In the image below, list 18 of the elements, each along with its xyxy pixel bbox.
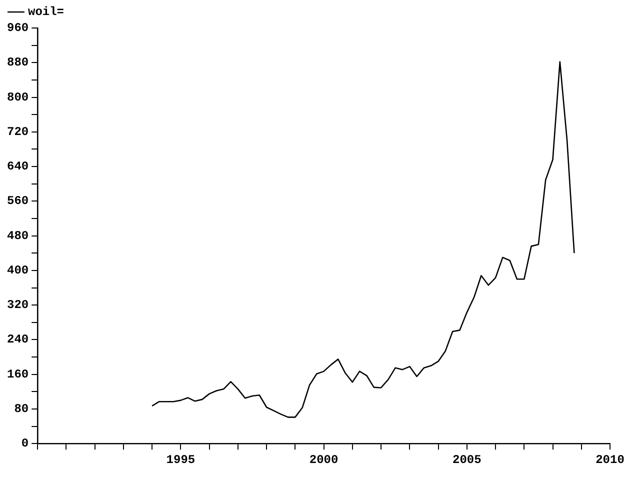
y-tick-label: 240 (6, 332, 29, 347)
y-tick-label: 480 (6, 228, 29, 243)
x-tick-label: 2010 (596, 452, 624, 467)
y-tick-label: 400 (6, 263, 29, 278)
x-tick-label: 2000 (309, 452, 338, 467)
y-tick-label: 880 (6, 56, 29, 70)
y-tick-label: 0 (21, 436, 29, 451)
y-tick-label: 720 (6, 124, 29, 139)
y-tick-label: 800 (6, 90, 29, 104)
y-tick-label: 560 (6, 194, 29, 208)
y-tick-label: 960 (6, 21, 29, 36)
x-tick-label: 1995 (166, 452, 196, 467)
y-tick-label: 80 (14, 402, 29, 416)
y-tick-label: 640 (6, 160, 29, 174)
y-tick-label: 320 (6, 298, 29, 312)
y-tick-label: 160 (6, 367, 29, 382)
x-tick-label: 2005 (452, 452, 482, 467)
legend-label: woil= (28, 5, 64, 20)
